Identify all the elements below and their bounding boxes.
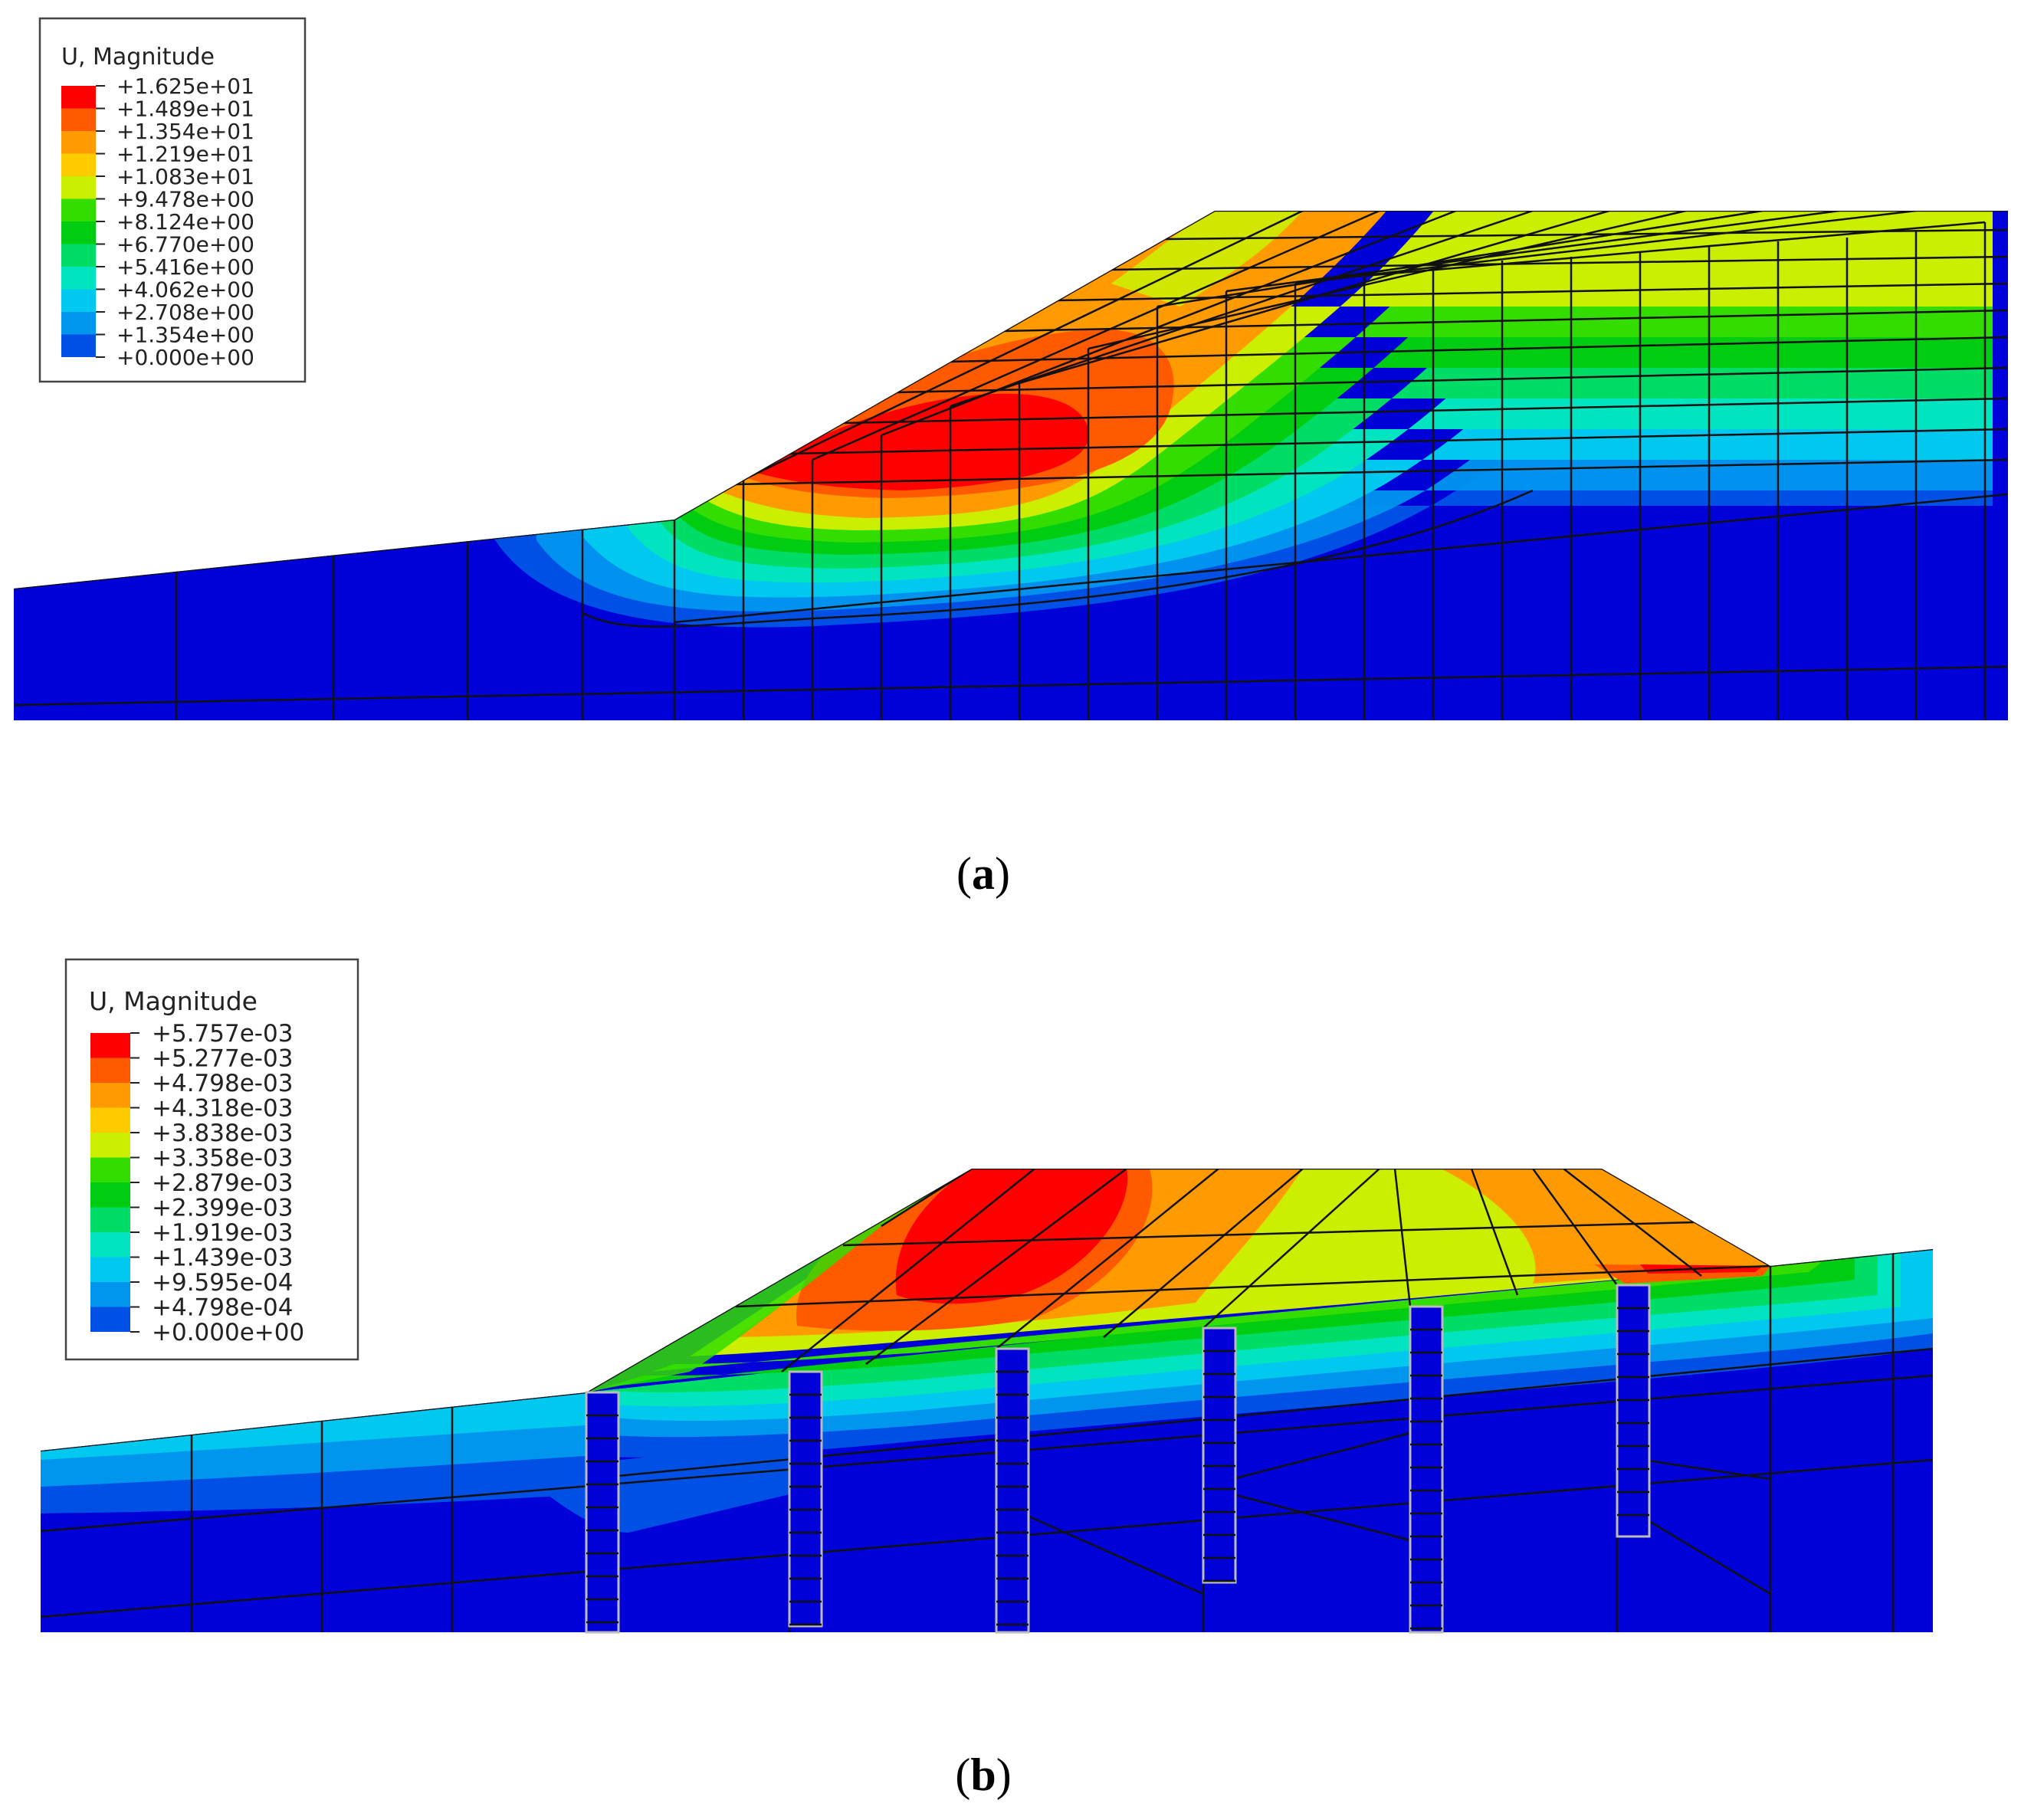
legend-b-level-label: +4.798e-03	[152, 1070, 293, 1097]
legend-a-swatch-9	[61, 267, 96, 290]
legend-b-swatch-11	[90, 1282, 130, 1307]
legend-a-level-label: +9.478e+00	[116, 186, 254, 212]
legend-b-level-label: +0.000e+00	[152, 1319, 304, 1346]
legend-a-swatch-10	[61, 289, 96, 312]
legend-a-level-label: +1.219e+01	[116, 141, 254, 166]
legend-a-swatch-5	[61, 176, 96, 199]
legend-b-swatch-7	[90, 1182, 130, 1208]
pile-6	[1616, 1284, 1651, 1538]
pile-1	[585, 1391, 620, 1634]
legend-b-swatch-9	[90, 1232, 130, 1258]
pile-3	[995, 1347, 1030, 1634]
legend-b-swatch-10	[90, 1257, 130, 1282]
legend-b-level-label: +3.358e-03	[152, 1144, 293, 1172]
legend-b-level-label: +4.318e-03	[152, 1094, 293, 1122]
legend-b-level-label: +2.879e-03	[152, 1169, 293, 1197]
legend-b-title: U, Magnitude	[89, 986, 258, 1016]
legend-b-swatch-2	[90, 1058, 130, 1083]
caption-a: (a)	[956, 848, 1010, 899]
piles	[585, 1284, 1651, 1634]
pile-4	[1202, 1326, 1237, 1584]
legend-a-swatch-4	[61, 153, 96, 176]
legend-b-swatch-12	[90, 1307, 130, 1332]
legend-a-level-label: +0.000e+00	[116, 345, 254, 370]
legend-b-level-label: +5.757e-03	[152, 1020, 293, 1048]
legend-a-level-label: +1.489e+01	[116, 96, 254, 121]
legend-b-swatch-3	[90, 1083, 130, 1108]
legend-a-swatch-12	[61, 334, 96, 357]
pile-5	[1409, 1305, 1444, 1634]
legend-b-swatch-8	[90, 1207, 130, 1232]
legend-b-swatch-6	[90, 1157, 130, 1182]
legend-a-title: U, Magnitude	[61, 44, 215, 71]
caption-b: (b)	[955, 1749, 1011, 1800]
legend-b: U, Magnitude +5.757e-03+5.277e-03+4.798e…	[64, 958, 359, 1361]
legend-a-swatch-7	[61, 221, 96, 244]
legend-b-level-label: +1.919e-03	[152, 1219, 293, 1247]
legend-a-level-label: +1.354e+01	[116, 119, 254, 144]
panel-b: U, Magnitude +5.757e-03+5.277e-03+4.798e…	[41, 958, 1933, 1800]
legend-b-level-label: +9.595e-04	[152, 1269, 293, 1297]
legend-a-swatch-1	[61, 86, 96, 109]
legend-a: U, Magnitude +1.625e+01+1.489e+01+1.354e…	[38, 17, 307, 383]
legend-a-level-label: +8.124e+00	[116, 209, 254, 234]
legend-a-level-label: +1.083e+01	[116, 164, 254, 189]
legend-b-level-label: +3.838e-03	[152, 1120, 293, 1147]
legend-b-swatch-5	[90, 1133, 130, 1158]
legend-b-level-label: +4.798e-04	[152, 1294, 293, 1321]
legend-b-swatches	[90, 1033, 130, 1332]
legend-a-swatch-11	[61, 312, 96, 335]
legend-a-level-label: +1.625e+01	[116, 74, 254, 99]
legend-a-labels: +1.625e+01+1.489e+01+1.354e+01+1.219e+01…	[96, 74, 254, 370]
legend-a-swatch-2	[61, 108, 96, 131]
legend-b-swatch-1	[90, 1033, 130, 1058]
pile-2	[788, 1370, 823, 1628]
legend-b-level-label: +2.399e-03	[152, 1194, 293, 1222]
legend-a-swatch-6	[61, 198, 96, 221]
panel-a: U, Magnitude +1.625e+01+1.489e+01+1.354e…	[14, 17, 2008, 899]
legend-b-swatch-4	[90, 1107, 130, 1133]
legend-a-level-label: +4.062e+00	[116, 277, 254, 302]
caption-a-letter: a	[972, 848, 995, 899]
legend-a-level-label: +6.770e+00	[116, 231, 254, 257]
legend-a-level-label: +5.416e+00	[116, 254, 254, 280]
legend-a-swatch-8	[61, 244, 96, 267]
legend-b-labels: +5.757e-03+5.277e-03+4.798e-03+4.318e-03…	[130, 1020, 304, 1346]
legend-a-swatch-3	[61, 131, 96, 154]
legend-a-level-label: +2.708e+00	[116, 300, 254, 325]
legend-b-level-label: +5.277e-03	[152, 1044, 293, 1072]
legend-a-level-label: +1.354e+00	[116, 322, 254, 347]
caption-b-letter: b	[970, 1749, 996, 1800]
legend-a-swatches	[61, 86, 96, 357]
legend-b-level-label: +1.439e-03	[152, 1244, 293, 1271]
